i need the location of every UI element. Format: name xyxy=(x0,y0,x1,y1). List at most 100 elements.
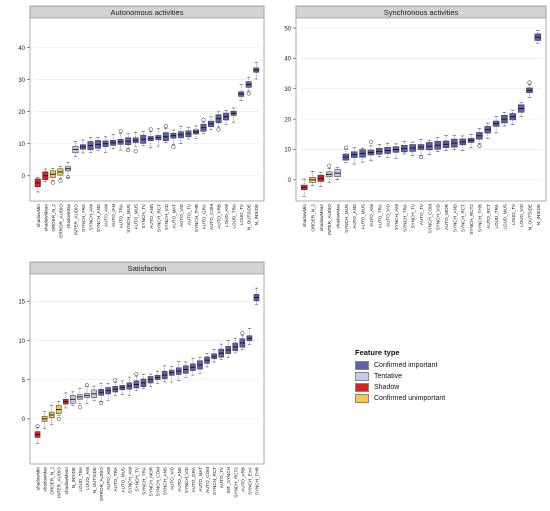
x-tick-label: AUTO_TRA xyxy=(119,203,124,228)
outlier xyxy=(477,143,482,149)
x-tick-label: shadowMin xyxy=(36,204,41,228)
x-tick-label: SYNCH_ANS xyxy=(96,204,101,232)
x-tick-label: N_OUTSIDE xyxy=(247,204,252,230)
panel-title: Autonomous activities xyxy=(111,8,184,17)
outlier xyxy=(527,80,532,85)
outlier xyxy=(327,163,332,168)
x-tick-label: AUTO_GRA xyxy=(191,466,196,492)
x-tick-label: SYNCH_TRA xyxy=(141,466,146,495)
y-tick-label: 0 xyxy=(22,174,26,180)
x-tick-label: AUTO_RCT xyxy=(486,204,491,229)
x-tick-label: SYNCH_RCT xyxy=(461,204,466,232)
panel-header xyxy=(29,261,265,275)
outlier xyxy=(58,178,63,183)
y-tick-label: 50 xyxy=(284,26,291,32)
legend-item-2: Shadow xyxy=(355,382,535,393)
x-tick-label: SYNCH_TV xyxy=(141,203,146,228)
y-tick-label: 0 xyxy=(288,178,292,184)
x-tick-label: SYNCH_VID xyxy=(436,203,441,230)
x-tick-label: SYNCH_THR xyxy=(254,466,259,495)
x-tick-label: AUTO_MAT xyxy=(171,204,176,229)
outlier xyxy=(113,378,118,383)
legend-label-shadow: Shadow xyxy=(374,384,400,391)
x-tick-label: SYNCH_THR xyxy=(194,203,199,232)
x-tick-label: AUTO_TV xyxy=(419,203,424,225)
x-tick-label: INT_SYNCH xyxy=(226,467,231,493)
x-tick-label: SYNCH_ANI xyxy=(89,204,94,230)
x-tick-label: SYNCH_COM xyxy=(156,467,161,497)
y-tick-label: 15 xyxy=(18,300,25,306)
x-tick-label: shadowMax xyxy=(43,466,48,491)
outlier xyxy=(56,416,61,421)
x-tick-label: AUTO_VRB xyxy=(240,467,245,492)
x-tick-label: ERROR_AUDIO xyxy=(58,204,63,238)
x-tick-label: SYNCH_ANI xyxy=(394,204,399,230)
x-tick-label: AUTO_MAT xyxy=(198,467,203,492)
x-tick-label: AUTO_IAN xyxy=(111,204,116,227)
y-tick-label: 40 xyxy=(18,46,25,52)
y-tick-label: 0 xyxy=(22,417,26,423)
x-tick-label: AUTO_MUS xyxy=(361,204,366,229)
x-tick-label: SYNCH_MOR xyxy=(149,466,154,496)
legend-item-3: Confirmed unimportant xyxy=(355,393,535,404)
outlier xyxy=(35,424,40,429)
x-tick-label: LOUD_TV xyxy=(511,203,516,225)
panel-1: Synchronous activities 0 10 20 30 40 50 shadowM… xyxy=(284,5,547,235)
x-tick-label: AUTO_ANS xyxy=(352,204,357,229)
x-tick-label: ORDER_N_2 xyxy=(51,204,56,232)
x-tick-label: AUTO_ANI xyxy=(369,204,374,227)
x-tick-label: LOUD_ANI xyxy=(85,467,90,490)
y-tick-label: 40 xyxy=(284,57,291,63)
x-tick-label: SYNCH_RCT2 xyxy=(469,204,474,235)
x-tick-label: ORDER_N_2 xyxy=(50,467,55,495)
y-tick-label: 20 xyxy=(284,117,291,123)
panel-frame xyxy=(295,5,547,202)
panel-title: Satisfaction xyxy=(128,264,167,273)
x-tick-label: SYNCH_ANS xyxy=(163,467,168,495)
x-tick-label: shadowMin xyxy=(302,204,307,228)
outlier xyxy=(148,127,153,132)
x-tick-label: AUTO_ANS xyxy=(177,467,182,492)
y-tick-label: 10 xyxy=(18,339,25,345)
x-tick-label: AUTO_ANI xyxy=(104,204,109,227)
outlier xyxy=(77,405,82,410)
x-tick-label: INTER_AUDIO xyxy=(73,204,78,235)
x-tick-label: SYNCH_RCT xyxy=(156,204,161,232)
x-tick-label: ORDER_N_2 xyxy=(311,204,316,232)
x-tick-label: N_OUTSIDE xyxy=(92,467,97,493)
outlier xyxy=(50,180,55,185)
x-tick-label: N_INSIDE xyxy=(254,204,259,225)
outlier xyxy=(246,91,251,96)
legend: Feature type Confirmed important Tentati… xyxy=(355,348,535,404)
x-tick-label: LOUD_VID xyxy=(519,203,524,227)
x-tick-label: SYNCH_TV xyxy=(134,466,139,491)
x-tick-label: N_OUTSIDE xyxy=(527,204,532,230)
x-tick-label: SYNCH_RCT xyxy=(212,467,217,495)
x-tick-label: SYNCH_TRA xyxy=(81,203,86,232)
x-tick-label: LOUD_TV xyxy=(239,203,244,225)
x-tick-label: SYNCH_RCT2 xyxy=(233,467,238,498)
x-tick-label: LOUD_TRA xyxy=(78,466,83,491)
x-tick-label: AUTO_COM xyxy=(209,204,214,230)
panel-frame xyxy=(29,5,265,202)
x-tick-label: SYNCH_THR xyxy=(477,203,482,232)
x-tick-label: shadowMax xyxy=(336,203,341,228)
outlier xyxy=(368,139,373,144)
legend-swatch-confirmed-important xyxy=(355,361,369,370)
x-tick-label: SYNCH_ANI xyxy=(127,467,132,493)
x-tick-label: SYNCH_COM xyxy=(427,204,432,234)
x-tick-label: AUTO_VRB xyxy=(217,204,222,229)
x-tick-label: AUTO_MUS xyxy=(134,204,139,229)
x-tick-label: AUTO_VID xyxy=(179,203,184,227)
outlier xyxy=(133,149,138,154)
outlier xyxy=(163,124,168,129)
outlier xyxy=(134,372,139,377)
panel-header xyxy=(29,5,265,19)
legend-label-tentative: Tentative xyxy=(374,373,403,380)
x-tick-label: ERROR_AUDIO xyxy=(99,467,104,501)
legend-label-confirmed-important: Confirmed important xyxy=(374,362,438,369)
x-tick-label: AUTO_COM xyxy=(205,467,210,493)
x-tick-label: N_INSIDE xyxy=(71,467,76,488)
x-tick-label: LOUD_MUS xyxy=(502,204,507,230)
